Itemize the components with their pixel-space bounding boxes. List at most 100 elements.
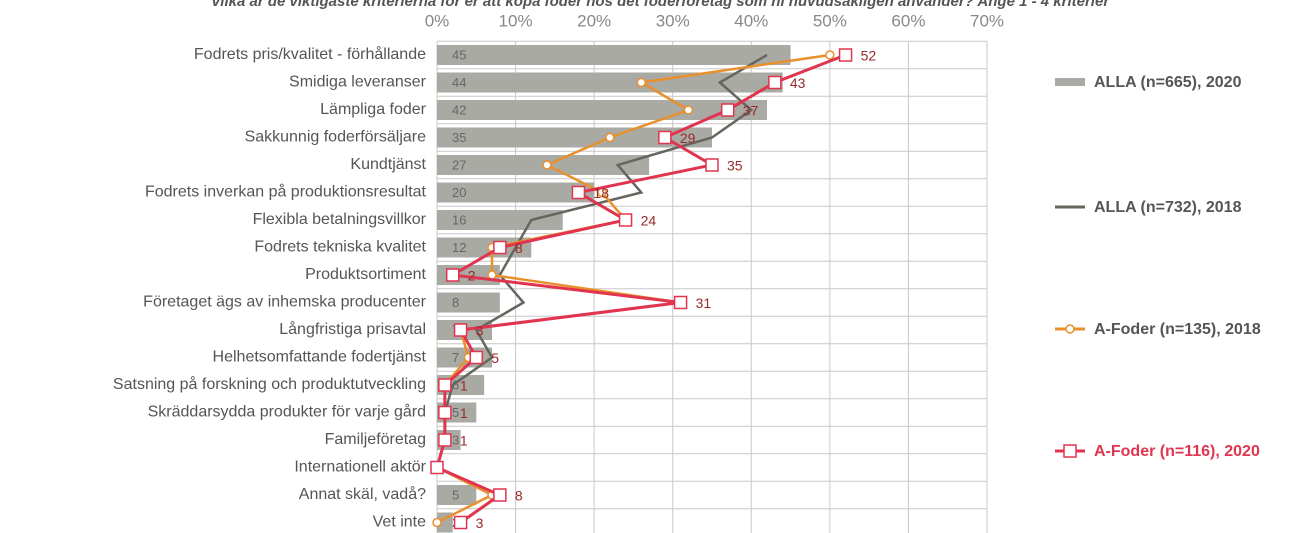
point-value-label: 37: [743, 103, 759, 119]
bar-value-label: 42: [452, 102, 466, 117]
bar-value-label: 44: [452, 75, 466, 90]
point-value-label: 1: [460, 378, 468, 394]
x-tick-label: 50%: [813, 11, 847, 30]
x-tick-label: 30%: [656, 11, 690, 30]
category-label: Produktsortiment: [305, 266, 426, 283]
point-value-label: 29: [680, 130, 696, 146]
point-value-label: 35: [727, 158, 743, 174]
bar-value-label: 45: [452, 47, 466, 62]
marker: [438, 405, 452, 420]
category-label: Företaget ägs av inhemska producenter: [143, 294, 427, 311]
category-label: Flexibla betalningsvillkor: [253, 211, 427, 228]
marker: [438, 378, 452, 392]
bar-value-label: 12: [452, 240, 466, 255]
marker: [542, 160, 552, 170]
legend-marker: [1065, 324, 1075, 334]
marker: [768, 75, 782, 90]
x-tick-label: 70%: [970, 11, 1004, 30]
x-tick-label: 10%: [499, 11, 533, 30]
marker: [571, 185, 586, 200]
bar: [437, 127, 712, 148]
marker: [673, 295, 688, 310]
bar-value-label: 3: [452, 432, 459, 447]
bar: [437, 72, 783, 93]
marker: [432, 517, 442, 528]
marker: [838, 48, 853, 62]
marker: [493, 488, 507, 502]
marker: [445, 268, 460, 282]
point-value-label: 1: [460, 405, 468, 421]
legend-label: ALLA (n=732), 2018: [1094, 199, 1242, 216]
legend-swatch: [1055, 78, 1085, 86]
category-label: Fodrets pris/kvalitet - förhållande: [194, 45, 426, 63]
bar-value-label: 27: [452, 157, 466, 172]
marker: [493, 240, 507, 255]
bar: [437, 210, 563, 230]
category-label: Vet inte: [373, 514, 426, 531]
point-value-label: 8: [515, 240, 523, 256]
bar-value-label: 6: [452, 377, 459, 392]
marker: [605, 132, 615, 143]
point-value-label: 8: [515, 488, 523, 504]
category-label: Fodrets inverkan på produktionsresultat: [145, 183, 427, 201]
category-label: Smidiga leveranser: [289, 74, 427, 91]
marker: [487, 270, 497, 280]
marker: [683, 105, 694, 115]
bar-value-label: 8: [452, 295, 459, 310]
marker: [618, 213, 633, 227]
marker: [438, 433, 452, 447]
marker: [453, 515, 468, 530]
point-value-label: 31: [696, 295, 712, 311]
marker: [469, 350, 484, 365]
marker: [825, 50, 835, 60]
category-label: Kundtjänst: [350, 156, 426, 173]
bar-value-label: 5: [452, 487, 459, 502]
bar-value-label: 5: [452, 405, 459, 420]
point-value-label: 2: [468, 268, 476, 284]
category-label: Fodrets tekniska kvalitet: [254, 239, 426, 256]
category-label: Sakkunnig foderförsäljare: [245, 129, 427, 146]
category-label: Satsning på forskning och produktutveckl…: [113, 375, 426, 393]
bar: [437, 45, 791, 65]
category-label: Internationell aktör: [294, 459, 426, 476]
marker: [658, 130, 672, 145]
chart-title: Vilka är de viktigaste kriterierna för e…: [211, 0, 1110, 10]
marker: [720, 103, 735, 117]
bar: [437, 182, 595, 203]
bar: [437, 100, 767, 120]
point-value-label: 3: [476, 515, 484, 531]
bar: [437, 292, 500, 313]
x-tick-label: 40%: [734, 11, 768, 30]
point-value-label: 1: [460, 433, 468, 449]
marker: [453, 323, 468, 337]
x-tick-label: 60%: [891, 11, 925, 30]
marker: [705, 158, 719, 172]
legend-label: A-Foder (n=116), 2020: [1094, 443, 1260, 460]
category-label: Annat skäl, vadå?: [299, 485, 426, 503]
bar-value-label: 35: [452, 130, 466, 145]
category-label: Lämpliga foder: [320, 101, 427, 118]
point-value-label: 43: [790, 75, 806, 91]
category-label: Skräddarsydda produkter för varje gård: [148, 403, 426, 421]
marker: [636, 77, 647, 88]
bar-value-label: 7: [452, 350, 459, 365]
legend-label: ALLA (n=665), 2020: [1094, 74, 1242, 91]
x-tick-label: 20%: [577, 11, 611, 30]
bar-value-label: 16: [452, 212, 466, 227]
category-label: Familjeföretag: [325, 431, 426, 448]
point-value-label: 3: [476, 323, 484, 339]
x-tick-label: 0%: [425, 11, 450, 30]
point-value-label: 24: [641, 213, 657, 229]
legend-marker: [1063, 444, 1077, 458]
bar: [437, 485, 477, 505]
point-value-label: 52: [861, 48, 877, 64]
category-label: Helhetsomfattande fodertjänst: [213, 349, 427, 366]
point-value-label: 18: [593, 185, 609, 201]
category-label: Långfristiga prisavtal: [279, 320, 426, 338]
bar-value-label: 20: [452, 185, 466, 200]
marker: [430, 460, 444, 475]
bar: [437, 237, 532, 258]
legend-label: A-Foder (n=135), 2018: [1094, 321, 1261, 338]
point-value-label: 5: [491, 350, 499, 366]
